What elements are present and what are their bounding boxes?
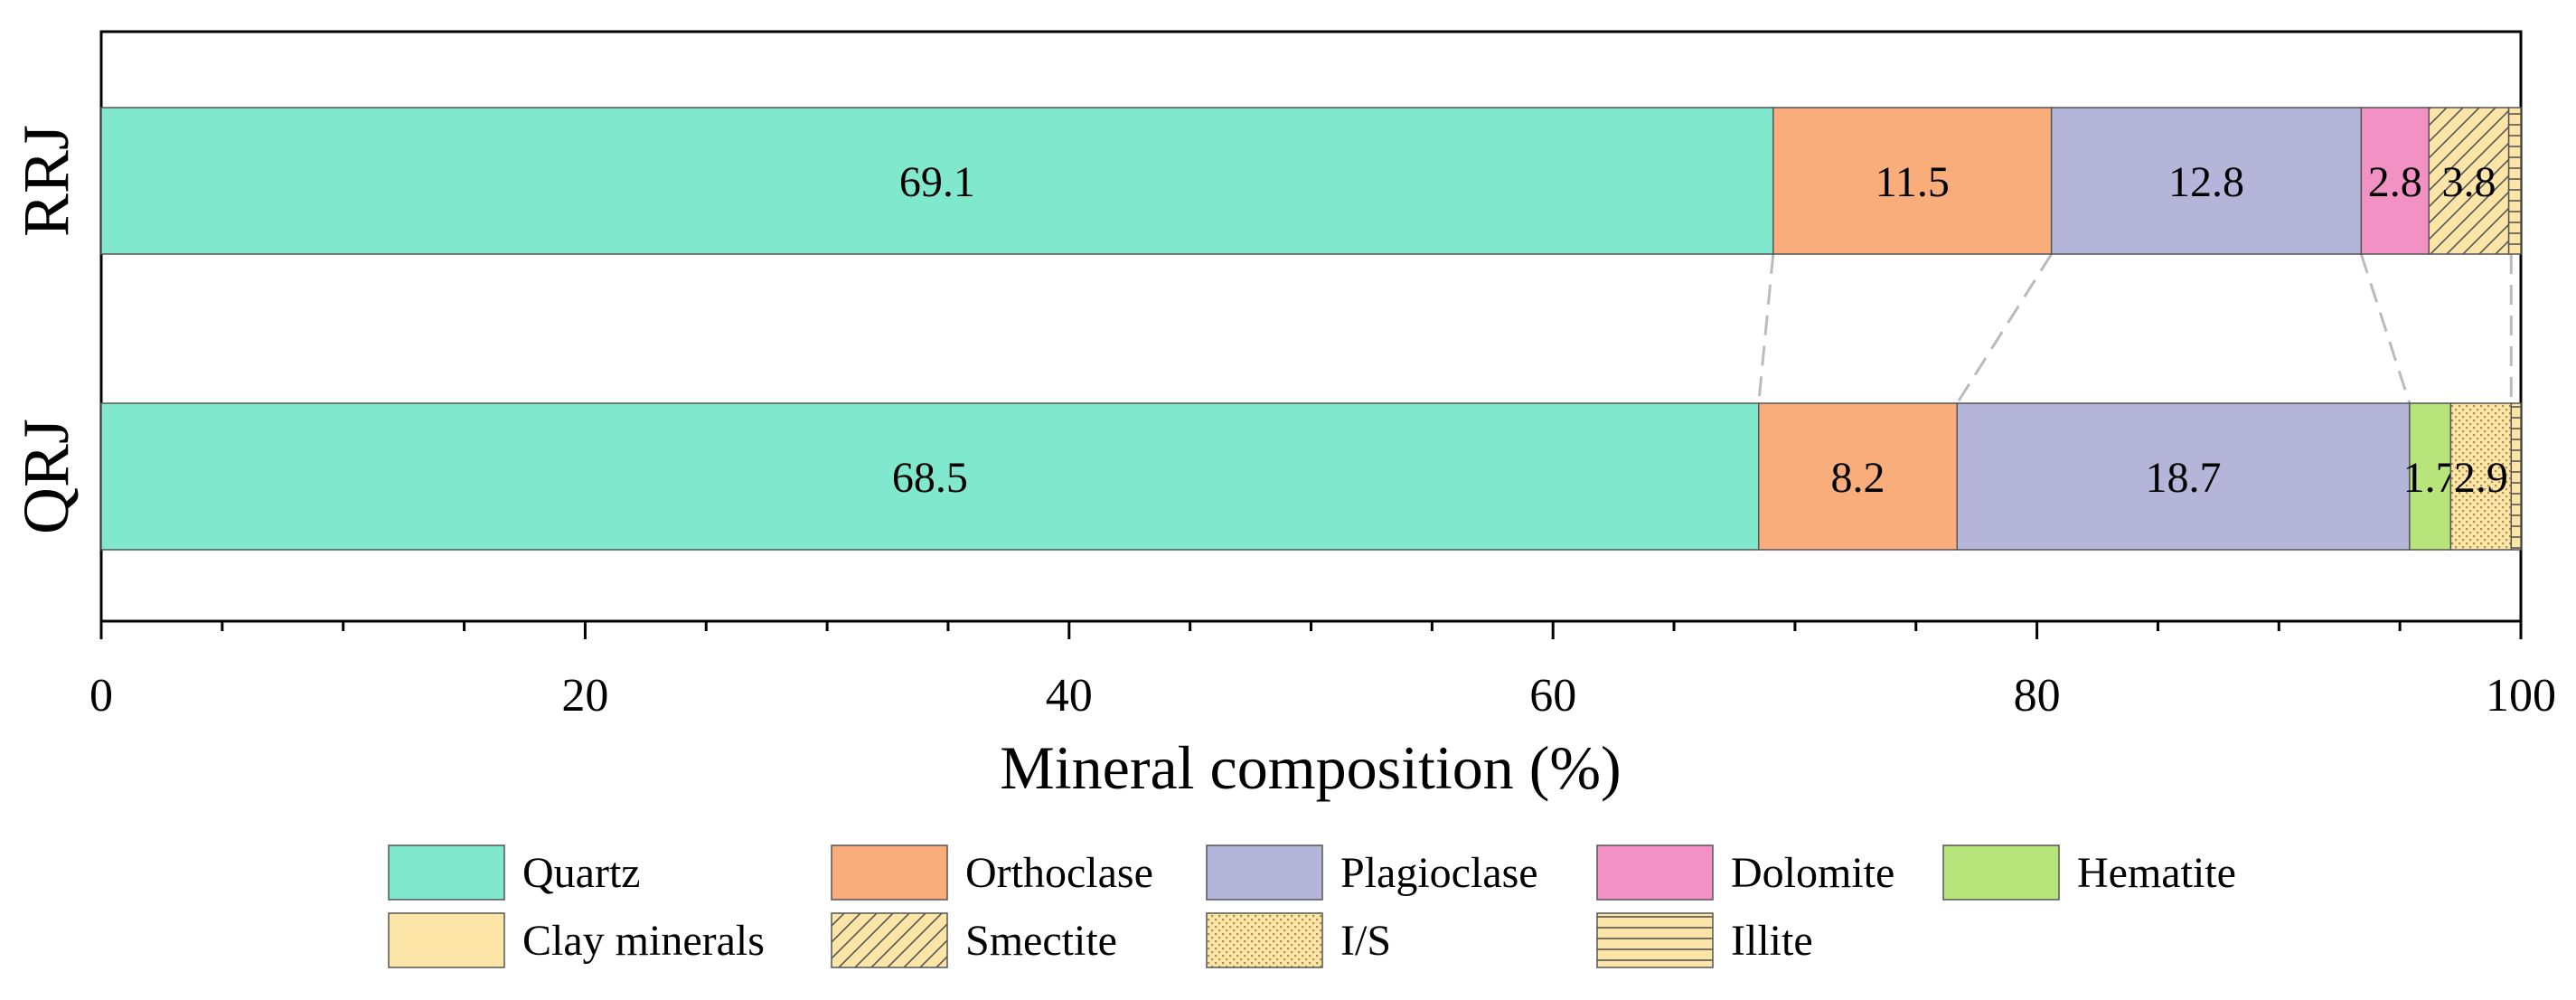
- x-tick-label-40: 40: [1046, 670, 1093, 722]
- legend-label-i-s: I/S: [1340, 917, 1391, 965]
- data-label-qrj-hematite: 1.7: [2403, 454, 2458, 502]
- legend-label-clay-minerals: Clay minerals: [522, 917, 765, 965]
- legend-label-plagioclase: Plagioclase: [1340, 849, 1538, 897]
- x-tick-label-20: 20: [561, 670, 608, 722]
- bar-rrj-dolomite: [2360, 107, 2430, 255]
- legend-swatch-clay-minerals: [388, 912, 505, 968]
- x-tick-label-80: 80: [2014, 670, 2061, 722]
- bar-qrj-i-s: [2449, 402, 2513, 551]
- legend-label-dolomite: Dolomite: [1731, 849, 1894, 897]
- data-label-rrj-dolomite: 2.8: [2368, 158, 2422, 206]
- bar-rrj-plagioclase: [2050, 107, 2363, 255]
- bar-qrj-orthoclase: [1757, 402, 1959, 551]
- stacked-bars: 69.1 11.5 12.8 2.8 3.8 68.5 8.2 18.7 1.72.9: [100, 107, 2522, 551]
- legend-swatch-illite: [1596, 912, 1714, 968]
- bar-qrj-illite: [2510, 402, 2522, 551]
- connector-line-3: [2359, 253, 2411, 404]
- data-label-rrj-plagioclase: 12.8: [2168, 158, 2244, 206]
- legend-swatch-dolomite: [1596, 844, 1714, 901]
- x-tick-label-100: 100: [2486, 670, 2556, 722]
- legend-swatch-i-s: [1206, 912, 1323, 968]
- y-tick-label-qrj: QRJ: [10, 419, 82, 534]
- y-axis: RRJ QRJ: [10, 125, 82, 534]
- connector-line-1: [1757, 253, 1775, 404]
- segment-connectors: [1757, 253, 2513, 404]
- legend-swatch-orthoclase: [831, 844, 948, 901]
- data-label-rrj-smectite: 3.8: [2441, 158, 2496, 206]
- bar-qrj-hematite: [2409, 402, 2452, 551]
- bar-qrj-quartz: [100, 402, 1760, 551]
- x-axis-title: Mineral composition (%): [1000, 733, 1621, 802]
- x-axis: 0 20 40 60 80 100: [89, 621, 2556, 722]
- legend-swatch-plagioclase: [1206, 844, 1323, 901]
- legend-swatch-hematite: [1942, 844, 2060, 901]
- data-label-rrj-orthoclase: 11.5: [1876, 158, 1950, 206]
- legend-label-smectite: Smectite: [965, 917, 1117, 965]
- y-tick-label-rrj: RRJ: [10, 125, 82, 237]
- legend-label-hematite: Hematite: [2077, 849, 2236, 897]
- legend: Quartz Orthoclase Plagioclase Dolomite Hemat…: [388, 844, 2236, 968]
- x-tick-label-0: 0: [89, 670, 113, 722]
- bar-qrj-plagioclase: [1956, 402, 2411, 551]
- bar-rrj-orthoclase: [1772, 107, 2053, 255]
- legend-label-quartz: Quartz: [522, 849, 641, 897]
- legend-swatch-smectite: [831, 912, 948, 968]
- data-label-qrj-quartz: 68.5: [892, 454, 968, 502]
- bar-rrj-illite: [2507, 107, 2522, 255]
- connector-line-2: [1955, 253, 2053, 404]
- bar-rrj-quartz: [100, 107, 1774, 255]
- legend-swatch-quartz: [388, 844, 505, 901]
- data-label-qrj-i-s: 2.9: [2454, 454, 2508, 502]
- legend-label-illite: Illite: [1731, 917, 1813, 965]
- data-label-qrj-orthoclase: 8.2: [1831, 454, 1885, 502]
- legend-label-orthoclase: Orthoclase: [965, 849, 1153, 897]
- data-label-qrj-plagioclase: 18.7: [2146, 454, 2222, 502]
- x-tick-label-60: 60: [1529, 670, 1576, 722]
- data-label-rrj-quartz: 69.1: [899, 158, 975, 206]
